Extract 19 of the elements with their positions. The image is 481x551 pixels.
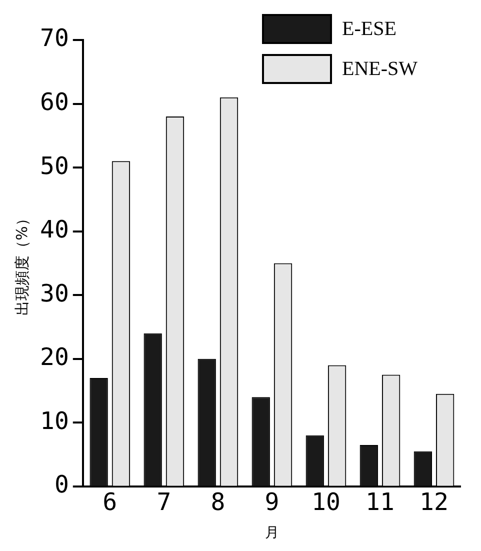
y-tick-label: 60 — [40, 88, 69, 116]
y-tick-label: 70 — [40, 24, 69, 52]
legend-label: ENE-SW — [342, 58, 418, 80]
x-tick-label: 9 — [264, 488, 280, 516]
y-tick-label: 20 — [40, 343, 69, 372]
y-tick-label: 30 — [40, 279, 69, 308]
x-tick-label: 6 — [102, 488, 118, 516]
x-tick-label: 8 — [210, 488, 226, 516]
x-tick-label: 12 — [420, 488, 448, 516]
legend-label: E-ESE — [342, 18, 396, 40]
y-tick-label: 50 — [40, 152, 69, 180]
y-tick-label: 40 — [40, 216, 69, 244]
x-axis-title: 月 — [264, 525, 279, 542]
y-tick-label: 0 — [54, 470, 69, 499]
x-tick-label: 10 — [312, 488, 340, 516]
y-axis-title: 出現頻度（%） — [12, 211, 31, 316]
x-tick-label: 7 — [156, 488, 172, 516]
x-tick-label: 11 — [366, 488, 394, 516]
y-tick-label: 10 — [40, 406, 69, 435]
